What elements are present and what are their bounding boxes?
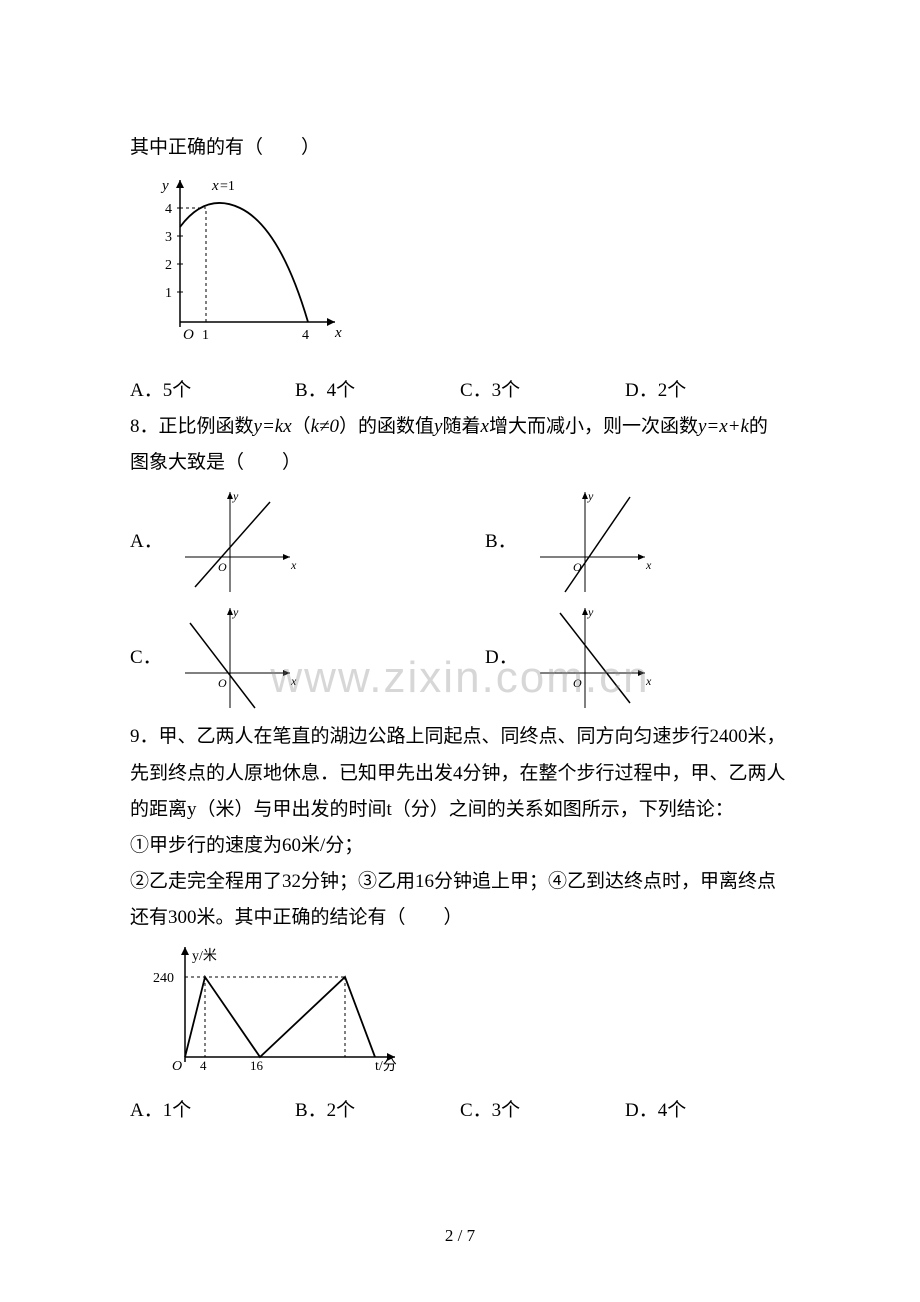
svg-text:x: x (645, 558, 652, 572)
svg-text:1: 1 (165, 286, 172, 301)
q8-row-cd: C． y x O D． y x O (130, 603, 790, 713)
svg-text:240: 240 (153, 971, 174, 986)
svg-text:y: y (587, 605, 594, 619)
svg-text:y: y (232, 605, 239, 619)
q8-line1: 8．正比例函数y=kx（k≠0）的函数值y随着x增大而减小，则一次函数y=x+k… (130, 409, 790, 445)
svg-text:4: 4 (165, 202, 172, 217)
q8-text: 8．正比例函数 (130, 416, 254, 437)
q9-diagram: 240 y/米 t/分 O 4 16 (150, 942, 790, 1085)
svg-text:x: x (211, 178, 219, 194)
q9-opt-a: A．1个 (130, 1093, 295, 1129)
q9-opt-c: C．3个 (460, 1093, 625, 1129)
q8-eq2: y=x+k (698, 416, 749, 437)
q9-p3: 的距离y（米）与甲出发的时间t（分）之间的关系如图所示，下列结论： (130, 792, 790, 828)
q8-m3: 增大而减小，则一次函数 (489, 416, 698, 437)
q9-p2: 先到终点的人原地休息．已知甲先出发4分钟，在整个步行过程中，甲、乙两人 (130, 756, 790, 792)
svg-text:y/米: y/米 (192, 948, 217, 964)
q8-x: x (481, 416, 489, 437)
q8-m2: 随着 (442, 416, 480, 437)
q8-m1: ）的函数值 (339, 416, 434, 437)
svg-text:x: x (645, 674, 652, 688)
svg-text:16: 16 (250, 1058, 264, 1072)
q8-label-d: D． (485, 640, 530, 676)
q8-diagram-b: y x O (530, 487, 660, 597)
svg-text:4: 4 (302, 328, 309, 343)
q9-p5: ②乙走完全程用了32分钟；③乙用16分钟追上甲；④乙到达终点时，甲离终点 (130, 864, 790, 900)
q9-opt-b: B．2个 (295, 1093, 460, 1129)
svg-text:x: x (334, 325, 342, 341)
q8-line2: 图象大致是（ ） (130, 445, 790, 481)
q8-tail: 的 (749, 416, 768, 437)
q8-kne: k≠0 (311, 416, 339, 437)
svg-text:2: 2 (165, 258, 172, 273)
q9-opt-d: D．4个 (625, 1093, 790, 1129)
q8-label-c: C． (130, 640, 175, 676)
svg-text:O: O (218, 560, 227, 574)
svg-text:3: 3 (165, 230, 172, 245)
svg-text:O: O (573, 676, 582, 690)
svg-text:O: O (573, 560, 582, 574)
q7-opt-d: D．2个 (625, 373, 790, 409)
svg-text:y: y (160, 178, 169, 194)
q8-p1: （ (292, 416, 311, 437)
q8-diagram-d: y x O (530, 603, 660, 713)
svg-text:x: x (290, 558, 297, 572)
q8-eq1: y=kx (254, 416, 292, 437)
q8-diagram-a: y x O (175, 487, 305, 597)
q7-diagram: 1 2 3 4 1 4 y x =1 O x (150, 172, 790, 365)
q9-p6: 还有300米。其中正确的结论有（ ） (130, 900, 790, 936)
svg-text:x: x (290, 674, 297, 688)
svg-text:4: 4 (200, 1058, 207, 1072)
q7-opt-c: C．3个 (460, 373, 625, 409)
q9-options: A．1个 B．2个 C．3个 D．4个 (130, 1093, 790, 1129)
q7-lead: 其中正确的有（ ） (130, 130, 790, 166)
svg-text:=1: =1 (220, 179, 235, 194)
svg-text:O: O (183, 327, 194, 343)
q7-opt-b: B．4个 (295, 373, 460, 409)
svg-text:t/分: t/分 (375, 1058, 397, 1072)
svg-text:y: y (587, 489, 594, 503)
q8-diagram-c: y x O (175, 603, 305, 713)
svg-text:O: O (172, 1059, 182, 1072)
q9-p1: 9．甲、乙两人在笔直的湖边公路上同起点、同终点、同方向匀速步行2400米， (130, 719, 790, 755)
q7-opt-a: A．5个 (130, 373, 295, 409)
q8-label-a: A． (130, 524, 175, 560)
q8-label-b: B． (485, 524, 530, 560)
q7-options: A．5个 B．4个 C．3个 D．2个 (130, 373, 790, 409)
q9-p4: ①甲步行的速度为60米/分； (130, 828, 790, 864)
svg-text:y: y (232, 489, 239, 503)
svg-text:O: O (218, 676, 227, 690)
page-footer: 2 / 7 (0, 1220, 920, 1252)
q8-row-ab: A． y x O B． y x O (130, 487, 790, 597)
svg-text:1: 1 (202, 328, 209, 343)
